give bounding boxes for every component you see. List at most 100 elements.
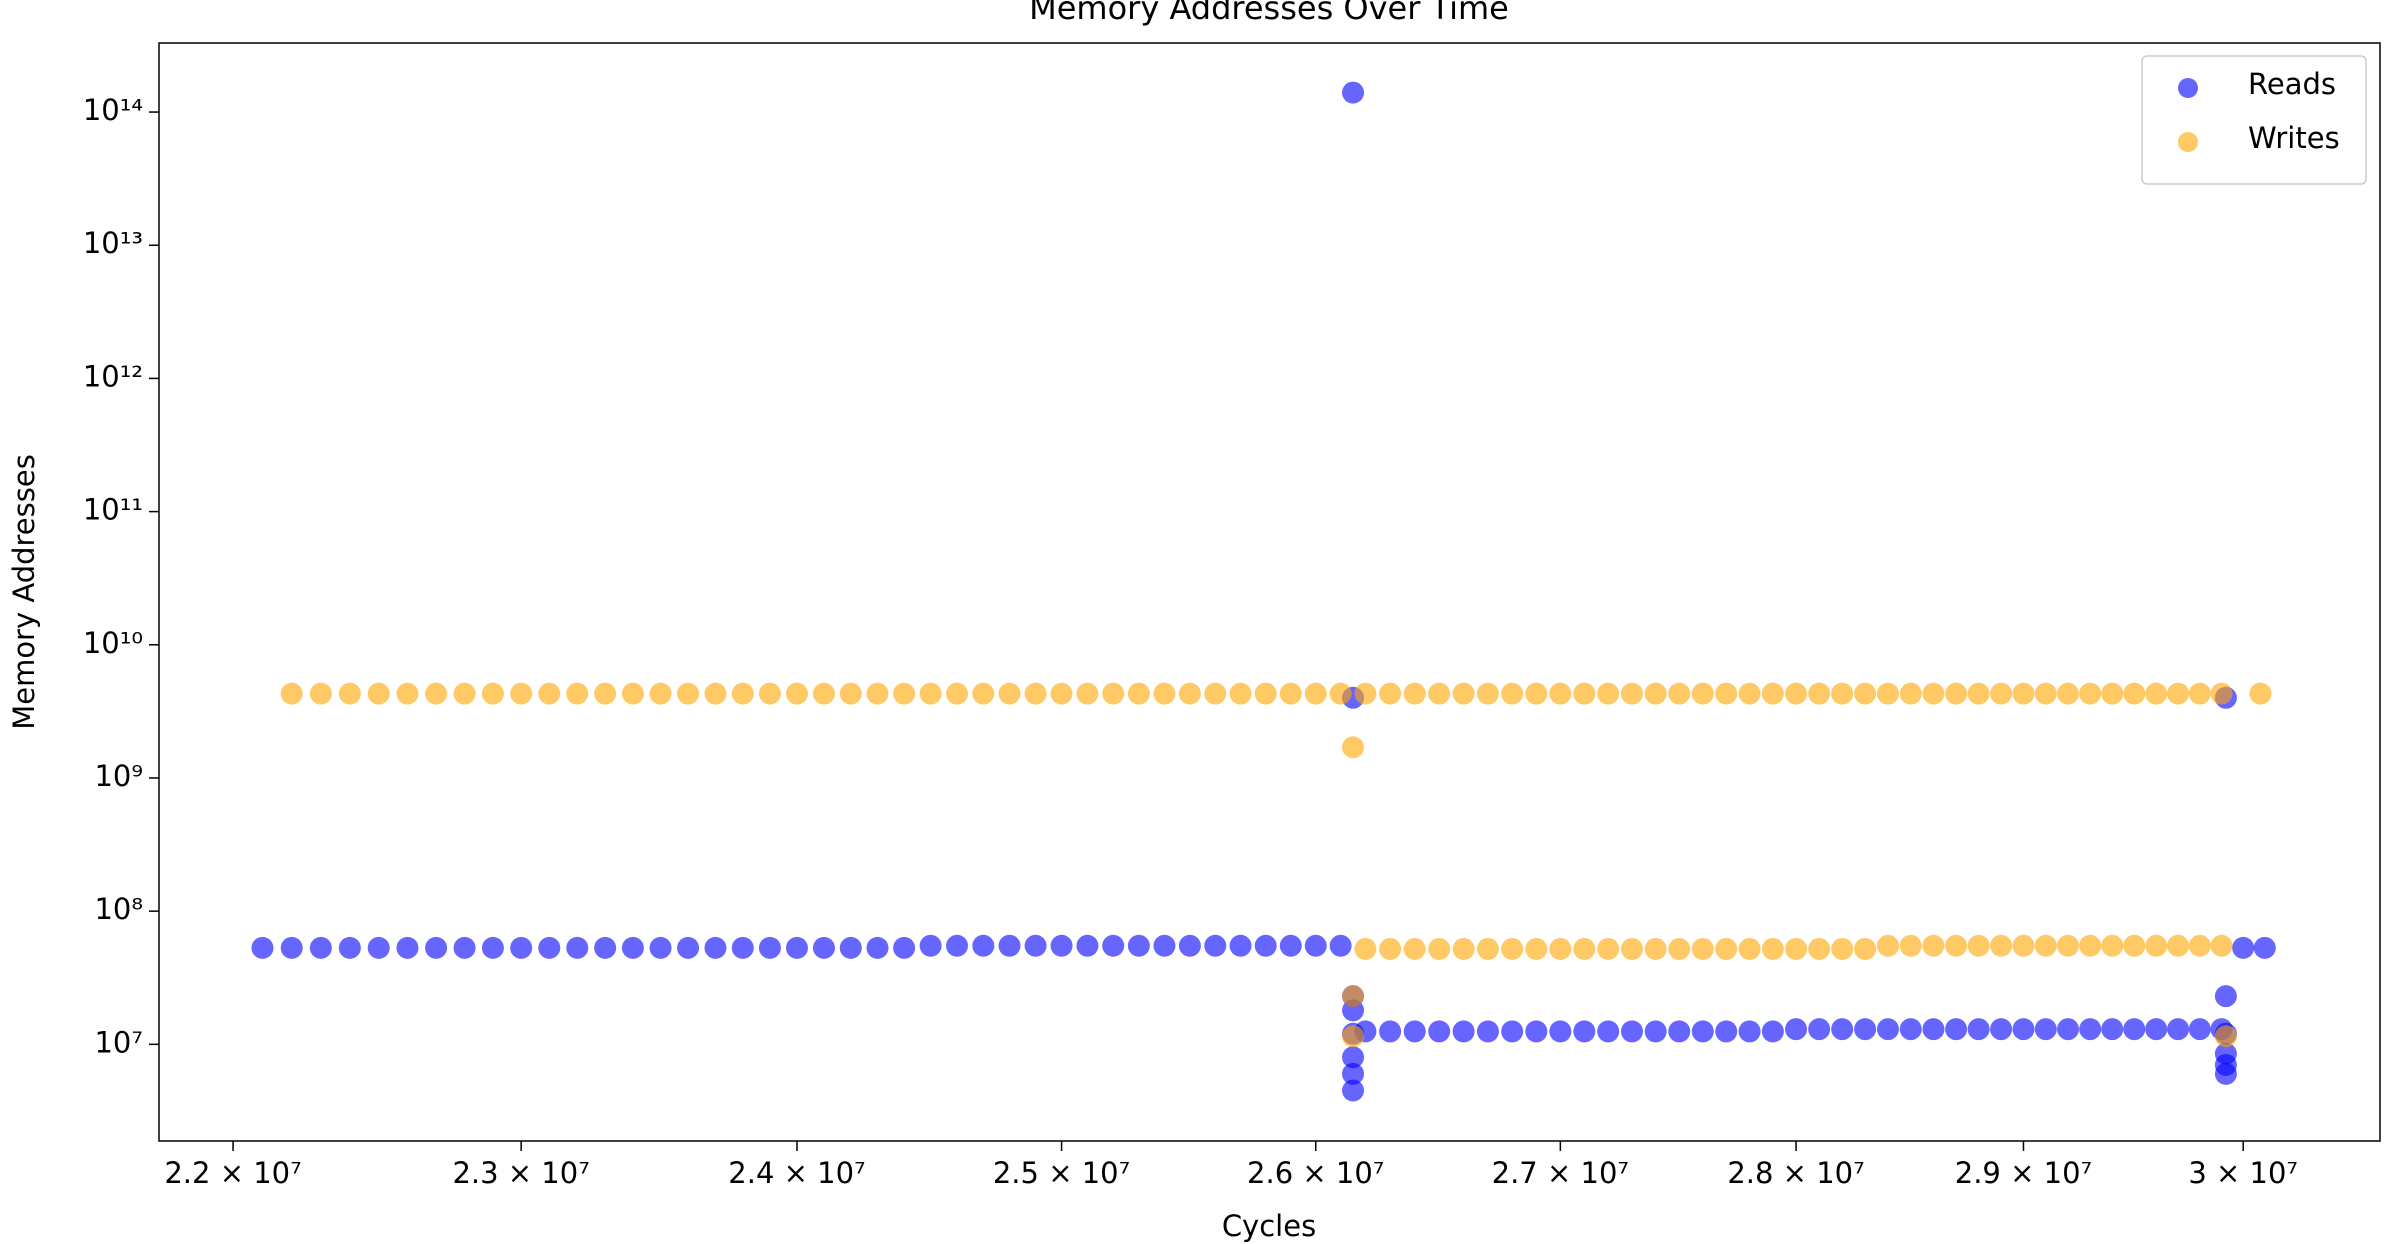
point [2210,682,2233,705]
point [2123,682,2146,705]
point [1476,682,1499,705]
point [453,682,476,705]
point [1403,1020,1426,1043]
point [677,682,700,705]
legend-label: Reads [2248,67,2336,101]
point [1922,1018,1945,1041]
point [1379,937,1402,960]
point [1990,934,2013,957]
point [893,682,916,705]
point [1342,736,1365,759]
point [1785,682,1808,705]
point [1342,1025,1365,1048]
y-tick-label: 10¹² [83,359,143,393]
point [1854,682,1877,705]
x-tick-label: 2.8 × 10⁷ [1727,1156,1864,1190]
point [2167,682,2190,705]
point [2167,934,2190,957]
point [2123,934,2146,957]
point [1452,937,1475,960]
point [1342,81,1365,104]
point [1102,682,1125,705]
point [1076,934,1099,957]
x-tick-label: 2.6 × 10⁷ [1247,1156,1384,1190]
point [1279,682,1302,705]
point [2057,682,2080,705]
point [677,936,700,959]
point [2057,934,2080,957]
point [2012,1018,2035,1041]
point [2101,934,2124,957]
point [2079,682,2102,705]
point [1452,682,1475,705]
y-tick-label: 10¹⁴ [83,93,143,127]
y-tick-label: 10¹⁰ [83,626,143,660]
point [1342,1046,1365,1069]
point [1808,1018,1831,1041]
y-axis-label: Memory Addresses [7,454,41,730]
point [1715,682,1738,705]
point [2123,1018,2146,1041]
point [785,936,808,959]
point [1127,682,1150,705]
point [1379,682,1402,705]
plot-frame [158,42,2381,1142]
point [1229,682,1252,705]
point [538,936,561,959]
point [2145,1018,2168,1041]
point [510,936,533,959]
point [1549,937,1572,960]
point [2253,936,2276,959]
point [1501,1020,1524,1043]
point [2079,1018,2102,1041]
point [1922,934,1945,957]
point [1050,934,1073,957]
point [280,682,303,705]
point [1967,682,1990,705]
point [1761,1020,1784,1043]
point [946,682,969,705]
point [1342,1079,1365,1102]
point [2167,1018,2190,1041]
point [2214,1025,2237,1048]
point [1549,682,1572,705]
point [367,936,390,959]
point [1668,937,1691,960]
point [280,936,303,959]
x-tick-label: 3 × 10⁷ [2188,1156,2298,1190]
point [1342,985,1365,1008]
point [594,682,617,705]
point [1738,682,1761,705]
point [425,682,448,705]
y-tick-label: 10⁹ [94,759,143,793]
point [1024,682,1047,705]
point [396,936,419,959]
point [1178,682,1201,705]
point [1178,934,1201,957]
point [2012,934,2035,957]
point [1452,1020,1475,1043]
point [866,936,889,959]
point [1354,682,1377,705]
point [1354,937,1377,960]
point [1644,1020,1667,1043]
point [1785,937,1808,960]
point [251,936,274,959]
point [1899,934,1922,957]
point [1476,937,1499,960]
point [538,682,561,705]
point [1945,682,1968,705]
point [972,682,995,705]
point [731,936,754,959]
y-tick-label: 10¹³ [83,226,143,260]
point [2210,934,2233,957]
point [1254,934,1277,957]
point [785,682,808,705]
point [998,934,1021,957]
point [946,934,969,957]
point [1967,934,1990,957]
point [2188,934,2211,957]
point [1668,682,1691,705]
point [1691,1020,1714,1043]
